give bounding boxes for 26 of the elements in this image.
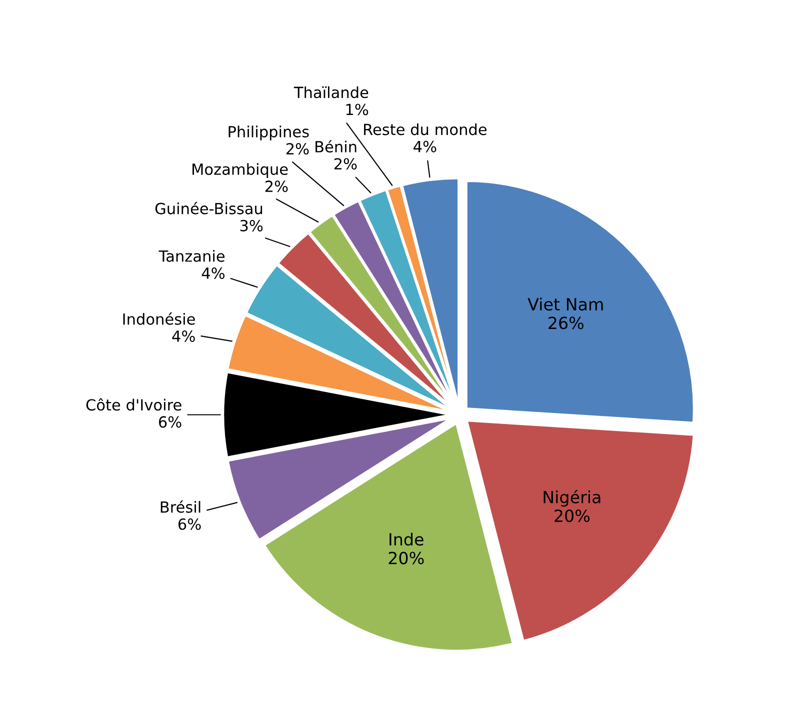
- slice-label: Thaïlande: [294, 86, 368, 98]
- data-label: 2%: [334, 158, 357, 170]
- slice-label: Brésil: [160, 500, 200, 513]
- data-label: 6%: [178, 518, 201, 530]
- slice-label: Côte d'Ivoire: [86, 398, 182, 411]
- data-label: 26%: [548, 316, 584, 330]
- data-label: 6%: [158, 416, 182, 428]
- slice-label: Bénin: [316, 140, 356, 153]
- slice-label: Inde: [390, 532, 424, 546]
- slice-label: Indonésie: [123, 312, 195, 325]
- data-label: 2%: [265, 180, 288, 192]
- data-label: 1%: [346, 104, 368, 116]
- slice-label: Guinée-Bissau: [155, 202, 262, 214]
- data-label: 20%: [388, 552, 424, 564]
- slice-label: Philippines: [228, 126, 309, 140]
- data-label: 3%: [240, 220, 263, 232]
- slice-label: Tanzanie: [158, 250, 225, 262]
- slice-label: Reste du monde: [364, 123, 487, 136]
- slice-label: Viet Nam: [528, 298, 603, 311]
- data-label: 20%: [554, 509, 590, 522]
- slice-label: Nigéria: [544, 490, 600, 507]
- data-label: 2%: [286, 143, 309, 155]
- data-label: 4%: [414, 140, 436, 152]
- data-label: 4%: [202, 267, 225, 279]
- slice-label: Mozambique: [192, 163, 288, 178]
- data-label: 4%: [172, 330, 195, 342]
